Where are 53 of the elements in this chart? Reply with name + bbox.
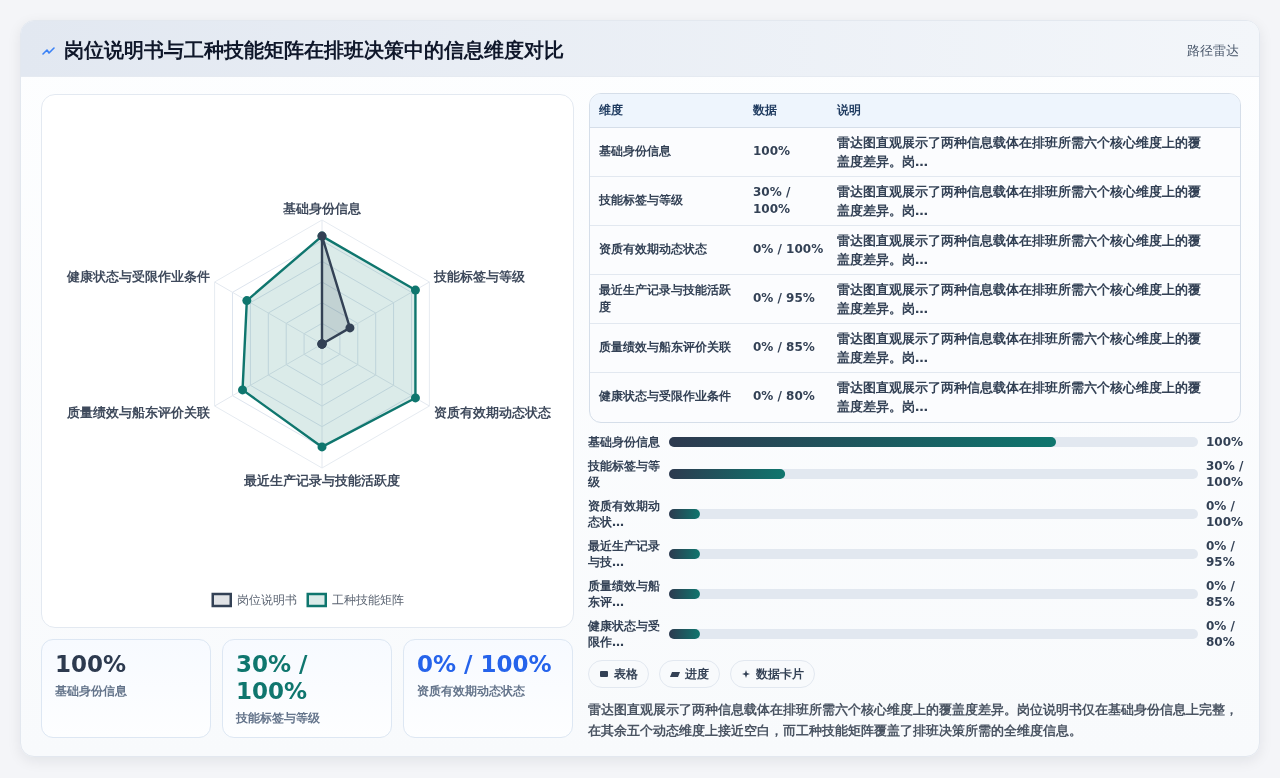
legend-label: 工种技能矩阵 bbox=[331, 593, 404, 607]
text: 30% / 100% bbox=[1206, 459, 1244, 489]
text: 路径雷达 bbox=[1187, 42, 1239, 60]
y-tick-label: 质量绩效与船东评… bbox=[587, 579, 660, 609]
category-label: 说明 bbox=[828, 94, 1240, 127]
category-label: 表格 bbox=[614, 666, 638, 682]
text: 0% / 80% bbox=[1206, 619, 1236, 649]
text: 0% / 85% bbox=[753, 340, 815, 354]
category-label: 技能标签与等级 bbox=[236, 710, 321, 727]
y-tick-label: 最近生产记录与技… bbox=[587, 539, 660, 569]
text: 30% / 100% bbox=[753, 184, 791, 216]
text: 技能标签与等级 bbox=[599, 193, 683, 207]
y-tick-label: 健康状态与受限作… bbox=[587, 619, 660, 649]
text: 雷达图直观展示了两种信息载体在排班所需六个核心维度上的覆盖度差异。岗… bbox=[837, 281, 1201, 316]
text: 雷达图直观展示了两种信息载体在排班所需六个核心维度上的覆盖度差异。岗… bbox=[837, 134, 1201, 169]
spoke-label: 健康状态与受限作业条件 bbox=[65, 268, 210, 284]
text: 100% bbox=[55, 651, 127, 677]
spoke-label: 基础身份信息 bbox=[282, 200, 362, 216]
text: 资质有效期动态状态 bbox=[599, 242, 707, 256]
text: 0% / 95% bbox=[753, 291, 815, 305]
spoke-label: 技能标签与等级 bbox=[433, 268, 527, 284]
category-label: 数据 bbox=[744, 94, 828, 127]
text: 0% / 85% bbox=[1206, 579, 1236, 609]
category-label: 维度 bbox=[590, 94, 744, 127]
category-label: 基础身份信息 bbox=[55, 683, 128, 700]
text: 雷达图直观展示了两种信息载体在排班所需六个核心维度上的覆盖度差异。岗… bbox=[837, 379, 1201, 414]
text: 质量绩效与船东评价关联 bbox=[599, 340, 731, 354]
category-label: 资质有效期动态状态 bbox=[417, 683, 526, 700]
text: 100% bbox=[1206, 435, 1244, 449]
text: 0% / 100% bbox=[753, 242, 824, 256]
text: 雷达图直观展示了两种信息载体在排班所需六个核心维度上的覆盖度差异。岗… bbox=[837, 330, 1201, 365]
text: 基础身份信息 bbox=[599, 144, 671, 158]
spoke-label: 最近生产记录与技能活跃度 bbox=[243, 472, 400, 488]
text: 0% / 80% bbox=[753, 389, 815, 404]
text: 30% / 100% bbox=[236, 651, 308, 704]
text: 雷达图直观展示了两种信息载体在排班所需六个核心维度上的覆盖度差异。岗… bbox=[837, 183, 1201, 218]
text: 0% / 100% bbox=[1206, 499, 1244, 529]
text: 健康状态与受限作业条件 bbox=[599, 389, 731, 404]
text: 最近生产记录与技能活跃度 bbox=[599, 282, 731, 314]
y-tick-label: 技能标签与等级 bbox=[587, 459, 660, 489]
text: 100% bbox=[753, 144, 791, 158]
text: 雷达图直观展示了两种信息载体在排班所需六个核心维度上的覆盖度差异。岗位说明书仅在基础身份信息上完整，在其余五个动态维度上接近空白，而工种技能矩阵覆盖了排班决策所需的全维度信息。 bbox=[588, 701, 1239, 740]
text: 雷达图直观展示了两种信息载体在排班所需六个核心维度上的覆盖度差异。岗… bbox=[837, 232, 1201, 267]
spoke-label: 质量绩效与船东评价关联 bbox=[65, 404, 211, 420]
category-label: 数据卡片 bbox=[756, 666, 804, 682]
y-tick-label: 基础身份信息 bbox=[587, 435, 661, 449]
category-label: 进度 bbox=[685, 666, 709, 682]
legend-label: 岗位说明书 bbox=[236, 593, 297, 607]
text: 0% / 100% bbox=[417, 651, 552, 677]
y-tick-label: 资质有效期动态状… bbox=[587, 499, 660, 529]
text: 0% / 95% bbox=[1206, 539, 1236, 569]
text: 岗位说明书与工种技能矩阵在排班决策中的信息维度对比 bbox=[64, 37, 564, 64]
spoke-label: 资质有效期动态状态 bbox=[434, 404, 552, 420]
